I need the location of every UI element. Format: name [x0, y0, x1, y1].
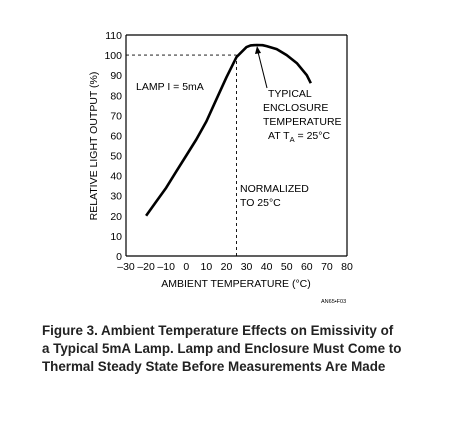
caption-line-3: Thermal Steady State Before Measurements…: [42, 359, 386, 374]
x-tick-label: 70: [321, 261, 333, 273]
normalized-label-1: NORMALIZED: [240, 183, 309, 195]
annotation-arrowhead: [255, 46, 261, 54]
y-axis-ticks: 0 10 20 30 40 50 60 70 80 90 100 110: [104, 30, 122, 263]
x-tick-label: 10: [201, 261, 213, 273]
y-tick-label: 50: [110, 151, 122, 163]
figure-caption: Figure 3. Ambient Temperature Effects on…: [42, 322, 452, 376]
x-tick-label: 50: [281, 261, 293, 273]
normalized-label-2: TO 25°C: [240, 197, 281, 209]
y-tick-label: 60: [110, 130, 122, 142]
temperature-chart: 0 10 20 30 40 50 60 70 80 90 100 110 –30 –20 –10 0 10 20…: [88, 30, 353, 305]
x-tick-label: 30: [241, 261, 253, 273]
typical-at-subscript: A: [290, 135, 295, 144]
lamp-current-label: LAMP I = 5mA: [136, 81, 204, 93]
series-line: [145, 43, 312, 217]
y-tick-label: 80: [110, 90, 122, 102]
x-tick-label: 80: [341, 261, 353, 273]
x-axis-label: AMBIENT TEMPERATURE (°C): [161, 278, 310, 290]
y-tick-label: 110: [105, 30, 122, 42]
typical-at-prefix: AT T: [268, 130, 290, 142]
annotation-arrow: [257, 51, 268, 89]
x-axis-ticks: –30 –20 –10 0 10 20 30 40 50 60 70 80: [117, 261, 353, 273]
y-tick-label: 30: [110, 191, 122, 203]
caption-line-1: Figure 3. Ambient Temperature Effects on…: [42, 323, 394, 338]
typical-label-1: TYPICAL: [268, 88, 312, 100]
y-tick-label: 70: [110, 110, 122, 122]
y-tick-label: 0: [116, 251, 122, 263]
x-tick-label: –30: [117, 261, 135, 273]
x-tick-label: 60: [301, 261, 313, 273]
x-tick-label: –10: [157, 261, 175, 273]
x-tick-label: 20: [221, 261, 233, 273]
y-tick-label: 10: [110, 231, 122, 243]
typical-label-2: ENCLOSURE: [263, 102, 328, 114]
typical-label-4: AT TA = 25°C: [268, 130, 330, 144]
x-tick-label: 0: [183, 261, 189, 273]
y-tick-label: 40: [110, 171, 122, 183]
figure-code: AN65•F03: [321, 299, 346, 305]
x-tick-label: –20: [137, 261, 155, 273]
typical-at-suffix: = 25°C: [295, 130, 331, 142]
x-tick-label: 40: [261, 261, 273, 273]
y-tick-label: 100: [104, 50, 122, 62]
y-tick-label: 20: [110, 211, 122, 223]
y-axis-label: RELATIVE LIGHT OUTPUT (%): [88, 72, 100, 221]
caption-line-2: a Typical 5mA Lamp. Lamp and Enclosure M…: [42, 341, 402, 356]
y-tick-label: 90: [110, 70, 122, 82]
typical-label-3: TEMPERATURE: [263, 116, 342, 128]
